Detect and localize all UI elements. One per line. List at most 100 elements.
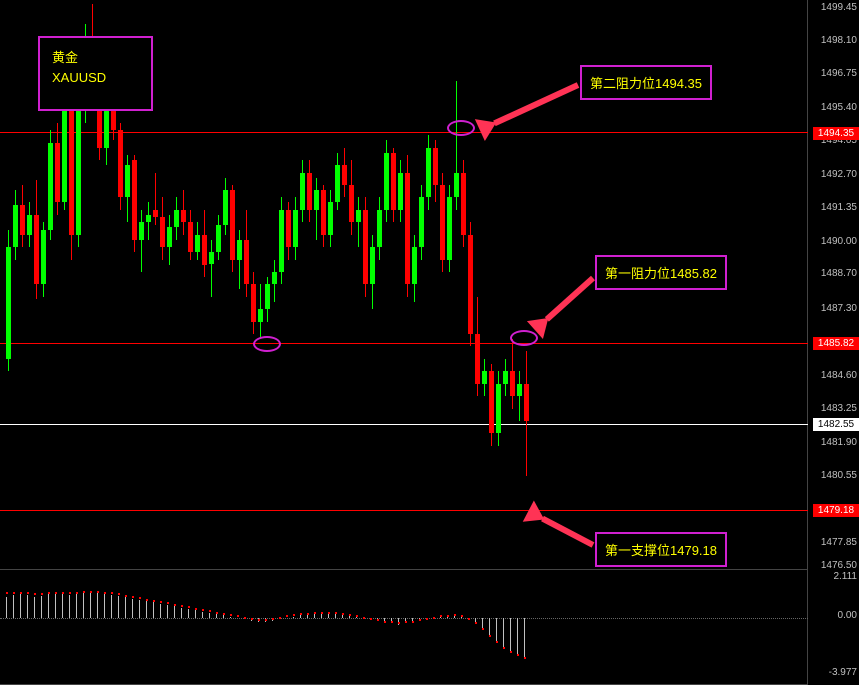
y-axis-label: 1499.45 xyxy=(810,2,857,13)
macd-dot xyxy=(300,613,302,615)
resistance-2-label: 第二阻力位1494.35 xyxy=(580,65,712,100)
histogram-bar xyxy=(216,614,217,618)
macd-dot xyxy=(167,602,169,604)
macd-dot xyxy=(335,612,337,614)
histogram-bar xyxy=(90,591,91,618)
histogram-bar xyxy=(517,618,518,654)
histogram-bar xyxy=(230,617,231,618)
macd-dot xyxy=(272,618,274,620)
y-axis-label: 1490.00 xyxy=(810,236,857,247)
histogram-bar xyxy=(139,600,140,618)
macd-dot xyxy=(230,614,232,616)
macd-dot xyxy=(286,615,288,617)
macd-dot xyxy=(517,654,519,656)
y-axis-label: 1488.70 xyxy=(810,268,857,279)
macd-dot xyxy=(27,592,29,594)
macd-dot xyxy=(342,613,344,615)
histogram-bar xyxy=(195,610,196,618)
macd-dot xyxy=(125,595,127,597)
y-axis-label: 1487.30 xyxy=(810,303,857,314)
histogram-bar xyxy=(132,599,133,619)
histogram-bar xyxy=(27,595,28,618)
histogram-bar xyxy=(209,613,210,618)
macd-dot xyxy=(405,621,407,623)
histogram-bar xyxy=(83,592,84,618)
support-1-label: 第一支撑位1479.18 xyxy=(595,532,727,567)
macd-dot xyxy=(258,619,260,621)
macd-dot xyxy=(209,610,211,612)
price-level-line xyxy=(0,510,808,511)
macd-dot xyxy=(174,604,176,606)
macd-dot xyxy=(251,618,253,620)
macd-dot xyxy=(461,615,463,617)
y-axis-label: 1476.50 xyxy=(810,560,857,571)
y-axis-label: 1477.85 xyxy=(810,537,857,548)
macd-dot xyxy=(412,621,414,623)
histogram-bar xyxy=(13,595,14,618)
macd-dot xyxy=(489,635,491,637)
histogram-bar xyxy=(118,596,119,618)
macd-dot xyxy=(97,591,99,593)
macd-dot xyxy=(83,591,85,593)
macd-dot xyxy=(244,617,246,619)
histogram-bar xyxy=(69,595,70,618)
macd-indicator-chart[interactable] xyxy=(0,570,808,685)
macd-dot xyxy=(223,613,225,615)
macd-dot xyxy=(377,619,379,621)
y-axis-label: 1483.25 xyxy=(810,403,857,414)
macd-dot xyxy=(307,613,309,615)
y-axis-label: 1481.90 xyxy=(810,437,857,448)
indicator-zero-line xyxy=(0,618,808,619)
macd-dot xyxy=(496,641,498,643)
macd-dot xyxy=(13,592,15,594)
histogram-bar xyxy=(41,596,42,618)
macd-dot xyxy=(118,593,120,595)
macd-dot xyxy=(34,593,36,595)
histogram-bar xyxy=(160,604,161,618)
macd-dot xyxy=(524,657,526,659)
macd-dot xyxy=(20,592,22,594)
macd-dot xyxy=(111,592,113,594)
macd-dot xyxy=(202,609,204,611)
macd-dot xyxy=(349,614,351,616)
price-tag: 1479.18 xyxy=(813,504,859,517)
histogram-bar xyxy=(76,593,77,618)
histogram-bar xyxy=(503,618,504,647)
instrument-title-box: 黄金 XAUUSD xyxy=(38,36,153,111)
macd-dot xyxy=(216,612,218,614)
macd-dot xyxy=(370,618,372,620)
y-axis-label: 1484.60 xyxy=(810,370,857,381)
histogram-bar xyxy=(482,618,483,628)
price-y-axis: 1499.451498.101496.751495.401494.051492.… xyxy=(808,0,859,685)
macd-dot xyxy=(41,593,43,595)
y-axis-label: 1492.70 xyxy=(810,169,857,180)
histogram-bar xyxy=(146,601,147,618)
y-axis-label: 1496.75 xyxy=(810,68,857,79)
macd-dot xyxy=(363,617,365,619)
indicator-y-label: 0.00 xyxy=(810,610,857,621)
y-axis-label: 1498.10 xyxy=(810,35,857,46)
macd-dot xyxy=(6,592,8,594)
instrument-symbol: XAUUSD xyxy=(52,68,139,88)
resistance-1-label: 第一阻力位1485.82 xyxy=(595,255,727,290)
macd-dot xyxy=(314,612,316,614)
histogram-bar xyxy=(300,615,301,618)
histogram-bar xyxy=(181,608,182,618)
macd-dot xyxy=(482,628,484,630)
highlight-ellipse xyxy=(253,336,281,352)
price-tag: 1494.35 xyxy=(813,127,859,140)
histogram-bar xyxy=(125,597,126,618)
macd-dot xyxy=(356,615,358,617)
histogram-bar xyxy=(489,618,490,635)
macd-dot xyxy=(447,615,449,617)
histogram-bar xyxy=(153,602,154,618)
macd-dot xyxy=(48,592,50,594)
histogram-bar xyxy=(510,618,511,651)
macd-dot xyxy=(160,601,162,603)
y-axis-label: 1480.55 xyxy=(810,470,857,481)
macd-dot xyxy=(237,615,239,617)
histogram-bar xyxy=(34,597,35,618)
macd-dot xyxy=(132,596,134,598)
macd-dot xyxy=(419,619,421,621)
macd-dot xyxy=(321,612,323,614)
